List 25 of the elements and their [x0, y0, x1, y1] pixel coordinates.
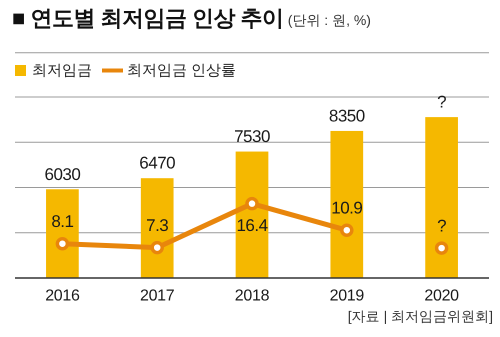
point — [56, 236, 70, 250]
point — [150, 240, 164, 254]
data-label: 8350 — [328, 106, 365, 126]
x-tick-label: 2018 — [234, 288, 270, 304]
point — [434, 241, 448, 255]
data-label: 6470 — [139, 154, 176, 173]
point — [245, 196, 259, 210]
data-label: 6030 — [44, 164, 80, 184]
legend-label: 최저임금 — [32, 62, 92, 79]
data-label: 10.9 — [331, 198, 362, 218]
x-tick-label: 2019 — [330, 288, 364, 304]
text: [자료 | 최저임금위원회] — [348, 308, 493, 324]
data-label: ? — [437, 216, 446, 236]
x-tick-label: 2016 — [45, 288, 80, 304]
legend-label: 최저임금 인상률 — [127, 62, 236, 79]
data-label: ? — [437, 92, 446, 112]
chart-title: ■ 연도별 최저임금 인상 추이 — [12, 6, 284, 30]
data-label: 7.3 — [146, 216, 168, 236]
x-tick-label: 2020 — [424, 288, 460, 304]
x-tick-label: 2017 — [140, 288, 175, 304]
chart-subtitle: (단위 : 원, %) — [288, 12, 371, 28]
point — [340, 223, 354, 237]
data-label: 8.1 — [51, 212, 74, 232]
data-label: 16.4 — [236, 216, 268, 236]
data-label: 7530 — [234, 127, 270, 146]
